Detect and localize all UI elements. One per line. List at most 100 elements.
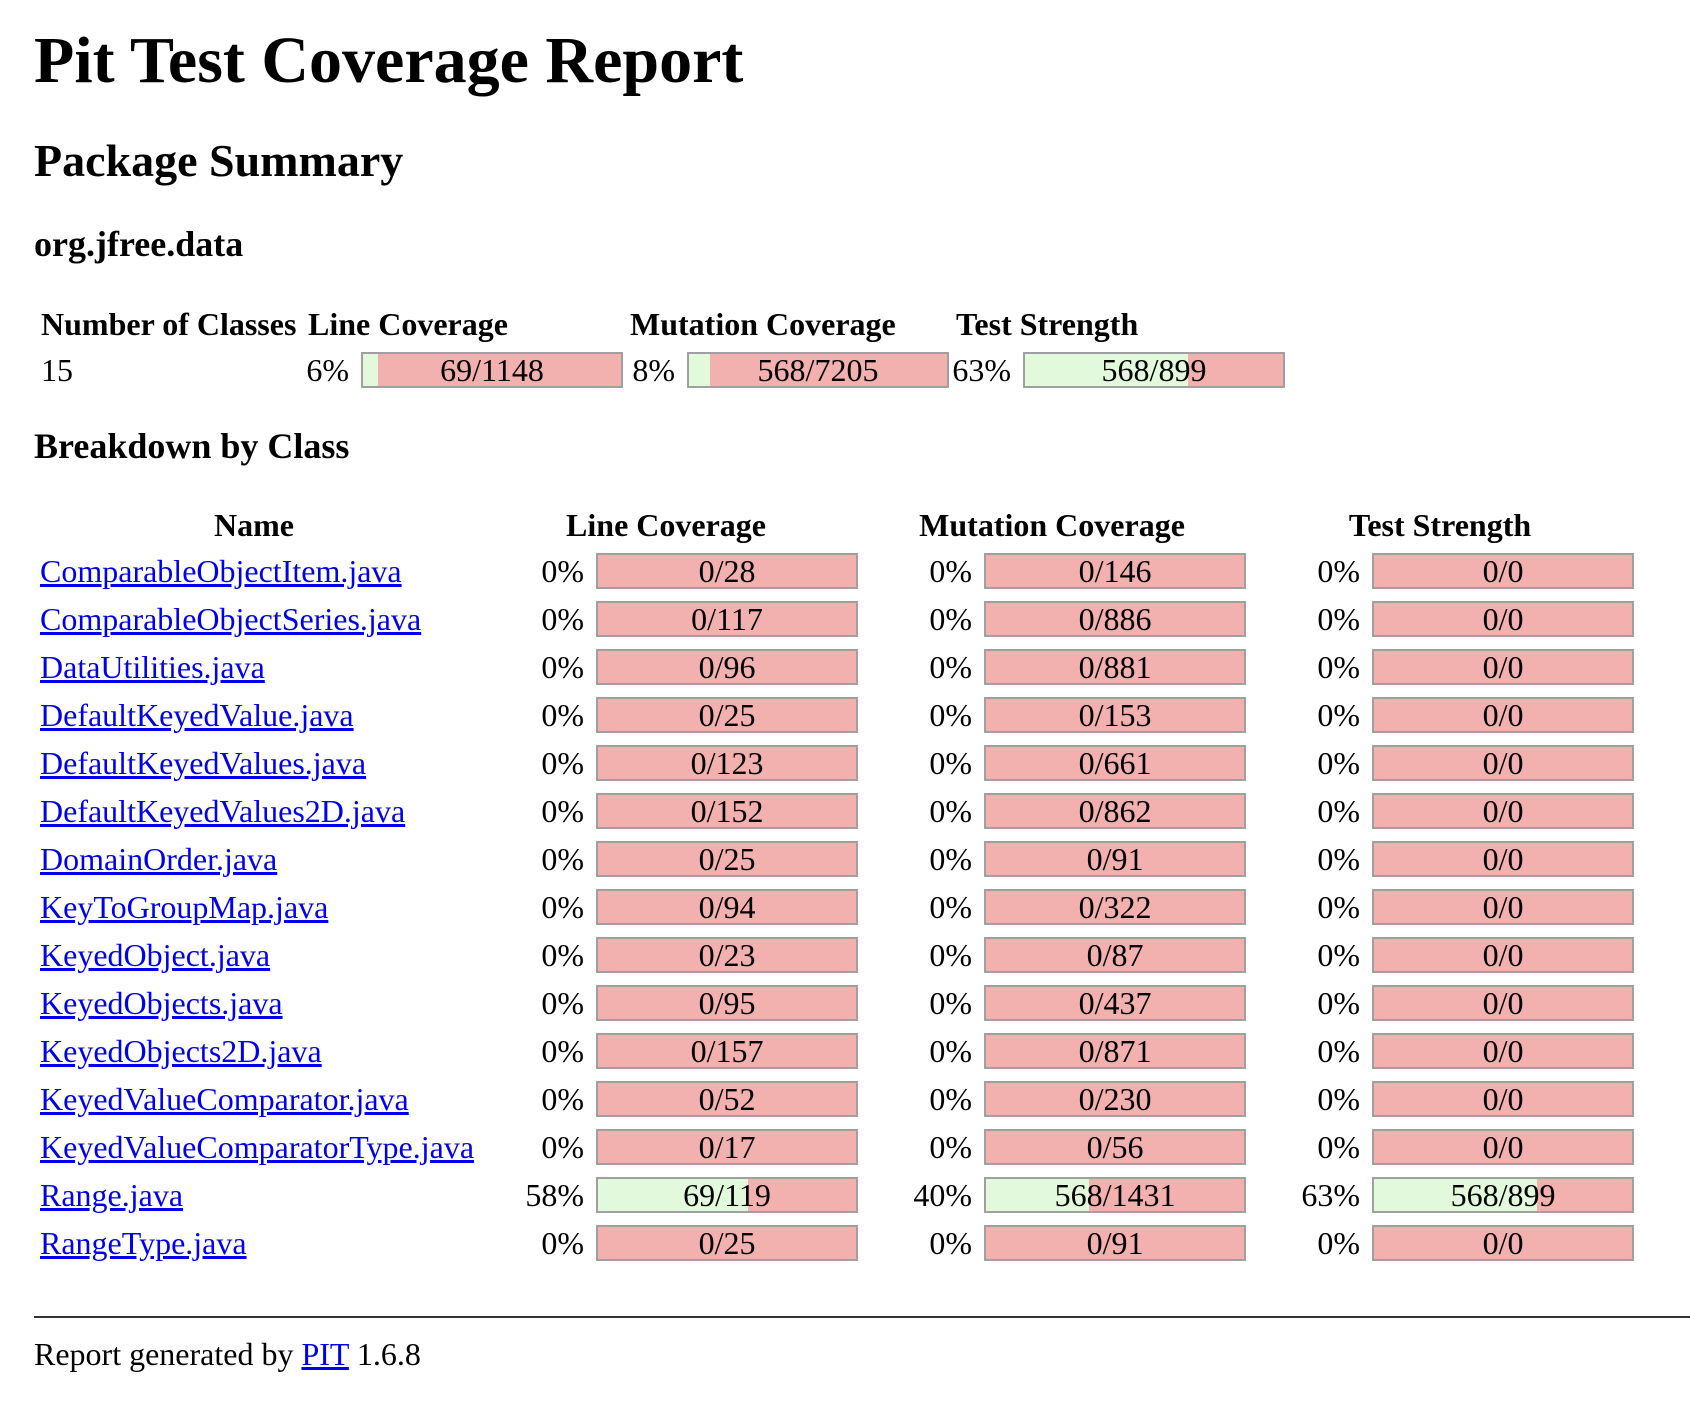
test-strength-bar: 0/0 [1372, 553, 1635, 589]
class-link[interactable]: DataUtilities.java [40, 648, 265, 685]
class-link[interactable]: KeyToGroupMap.java [40, 888, 329, 925]
class-link[interactable]: Range.java [40, 1176, 184, 1213]
number-of-classes-value: 15 [41, 351, 73, 388]
mutation-coverage-percent: 8% [632, 351, 675, 388]
line-coverage-percent: 6% [306, 351, 349, 388]
test-strength-ratio: 0/0 [1482, 841, 1524, 877]
test-strength-bar: 0/0 [1372, 697, 1635, 733]
line-coverage-bar: 0/96 [596, 649, 859, 685]
line-coverage-percent: 0% [541, 600, 585, 637]
mutation-coverage-percent: 0% [929, 1080, 973, 1117]
class-link[interactable]: RangeType.java [40, 1224, 247, 1261]
table-row: DefaultKeyedValue.java 0% 0/25 0% 0/153 0% 0/0 [34, 691, 1635, 739]
class-link[interactable]: KeyedValueComparator.java [40, 1080, 409, 1117]
class-link[interactable]: DefaultKeyedValues2D.java [40, 792, 406, 829]
mutation-coverage-ratio: 568/1431 [1054, 1177, 1176, 1213]
table-row: Range.java 58% 69/119 40% 568/1431 63% 568/899 [34, 1171, 1635, 1219]
test-strength-percent: 0% [1317, 1128, 1361, 1165]
line-coverage-ratio: 0/152 [690, 793, 764, 829]
test-strength-percent: 0% [1317, 1080, 1361, 1117]
mutation-coverage-ratio: 0/153 [1078, 697, 1152, 733]
class-link[interactable]: KeyedObjects2D.java [40, 1032, 322, 1069]
pit-link[interactable]: PIT [301, 1336, 349, 1372]
mutation-coverage-bar: 568/1431 [984, 1177, 1247, 1213]
class-name-cell: KeyedValueComparatorType.java [34, 1123, 474, 1171]
class-name-cell: ComparableObjectSeries.java [34, 595, 474, 643]
test-strength-bar: 0/0 [1372, 601, 1635, 637]
class-link[interactable]: KeyedValueComparatorType.java [40, 1128, 475, 1165]
test-strength-ratio: 0/0 [1482, 745, 1524, 781]
line-coverage-bar: 0/94 [596, 889, 859, 925]
mutation-coverage-ratio: 0/871 [1078, 1033, 1152, 1069]
mutation-coverage-ratio: 0/146 [1078, 553, 1152, 589]
line-coverage-bar: 0/123 [596, 745, 859, 781]
section-title-package-summary: Package Summary [34, 135, 404, 186]
mutation-coverage-percent: 0% [929, 936, 973, 973]
table-row: RangeType.java 0% 0/25 0% 0/91 0% 0/0 [34, 1219, 1635, 1267]
test-strength-percent: 63% [952, 351, 1011, 388]
line-coverage-ratio: 0/17 [698, 1129, 756, 1165]
class-link[interactable]: ComparableObjectSeries.java [40, 600, 422, 637]
line-coverage-bar: 0/117 [596, 601, 859, 637]
mutation-coverage-bar: 0/230 [984, 1081, 1247, 1117]
footer-prefix: Report generated by [34, 1336, 302, 1372]
class-name-cell: KeyedObjects.java [34, 979, 474, 1027]
mutation-coverage-percent: 0% [929, 1128, 973, 1165]
class-link[interactable]: DomainOrder.java [40, 840, 278, 877]
line-coverage-bar: 0/25 [596, 1225, 859, 1261]
test-strength-percent: 0% [1317, 552, 1361, 589]
line-coverage-ratio: 69/1148 [440, 352, 544, 388]
mutation-coverage-percent: 0% [929, 840, 973, 877]
test-strength-percent: 0% [1317, 648, 1361, 685]
class-link[interactable]: DefaultKeyedValues.java [40, 744, 367, 781]
test-strength-bar: 0/0 [1372, 1129, 1635, 1165]
mutation-coverage-bar: 0/862 [984, 793, 1247, 829]
class-link[interactable]: KeyedObject.java [40, 936, 271, 973]
class-link[interactable]: ComparableObjectItem.java [40, 552, 402, 589]
table-row: KeyedObjects2D.java 0% 0/157 0% 0/871 0% 0/0 [34, 1027, 1635, 1075]
mutation-coverage-bar: 568/7205 [687, 352, 949, 388]
test-strength-bar: 0/0 [1372, 937, 1635, 973]
table-row: DefaultKeyedValues.java 0% 0/123 0% 0/661 0% 0… [34, 739, 1635, 787]
class-name-cell: DomainOrder.java [34, 835, 474, 883]
line-coverage-ratio: 0/95 [698, 985, 756, 1021]
line-coverage-percent: 0% [541, 1128, 585, 1165]
mutation-coverage-bar: 0/146 [984, 553, 1247, 589]
test-strength-bar: 0/0 [1372, 649, 1635, 685]
line-coverage-bar: 0/152 [596, 793, 859, 829]
header-mutation-coverage: Mutation Coverage [919, 507, 1185, 543]
class-link[interactable]: KeyedObjects.java [40, 984, 283, 1021]
test-strength-ratio: 0/0 [1482, 1081, 1524, 1117]
line-coverage-bar: 0/23 [596, 937, 859, 973]
line-coverage-bar: 0/25 [596, 841, 859, 877]
mutation-coverage-percent: 0% [929, 696, 973, 733]
line-coverage-percent: 0% [541, 744, 585, 781]
mutation-coverage-bar: 0/881 [984, 649, 1247, 685]
mutation-coverage-percent: 0% [929, 552, 973, 589]
test-strength-percent: 63% [1301, 1176, 1361, 1213]
class-link[interactable]: DefaultKeyedValue.java [40, 696, 354, 733]
test-strength-percent: 0% [1317, 936, 1361, 973]
line-coverage-ratio: 69/119 [683, 1177, 771, 1213]
table-row: ComparableObjectItem.java 0% 0/28 0% 0/146 0%… [34, 547, 1635, 595]
coverage-fill [598, 1179, 748, 1211]
header-line-coverage: Line Coverage [566, 507, 766, 543]
header-line-coverage: Line Coverage [308, 306, 508, 342]
mutation-coverage-bar: 0/91 [984, 1225, 1247, 1261]
mutation-coverage-ratio: 568/7205 [757, 352, 879, 388]
package-summary-table: Number of Classes Line Coverage Mutation… [34, 302, 1285, 394]
mutation-coverage-bar: 0/437 [984, 985, 1247, 1021]
test-strength-bar: 0/0 [1372, 1225, 1635, 1261]
mutation-coverage-ratio: 0/322 [1078, 889, 1152, 925]
class-name-cell: KeyedValueComparator.java [34, 1075, 474, 1123]
table-row: DataUtilities.java 0% 0/96 0% 0/881 0% 0/0 [34, 643, 1635, 691]
test-strength-bar: 0/0 [1372, 793, 1635, 829]
line-coverage-ratio: 0/94 [698, 889, 756, 925]
test-strength-bar: 0/0 [1372, 889, 1635, 925]
mutation-coverage-bar: 0/886 [984, 601, 1247, 637]
mutation-coverage-bar: 0/153 [984, 697, 1247, 733]
table-row: KeyToGroupMap.java 0% 0/94 0% 0/322 0% 0/0 [34, 883, 1635, 931]
mutation-coverage-ratio: 0/886 [1078, 601, 1152, 637]
mutation-coverage-ratio: 0/437 [1078, 985, 1152, 1021]
test-strength-bar: 0/0 [1372, 985, 1635, 1021]
